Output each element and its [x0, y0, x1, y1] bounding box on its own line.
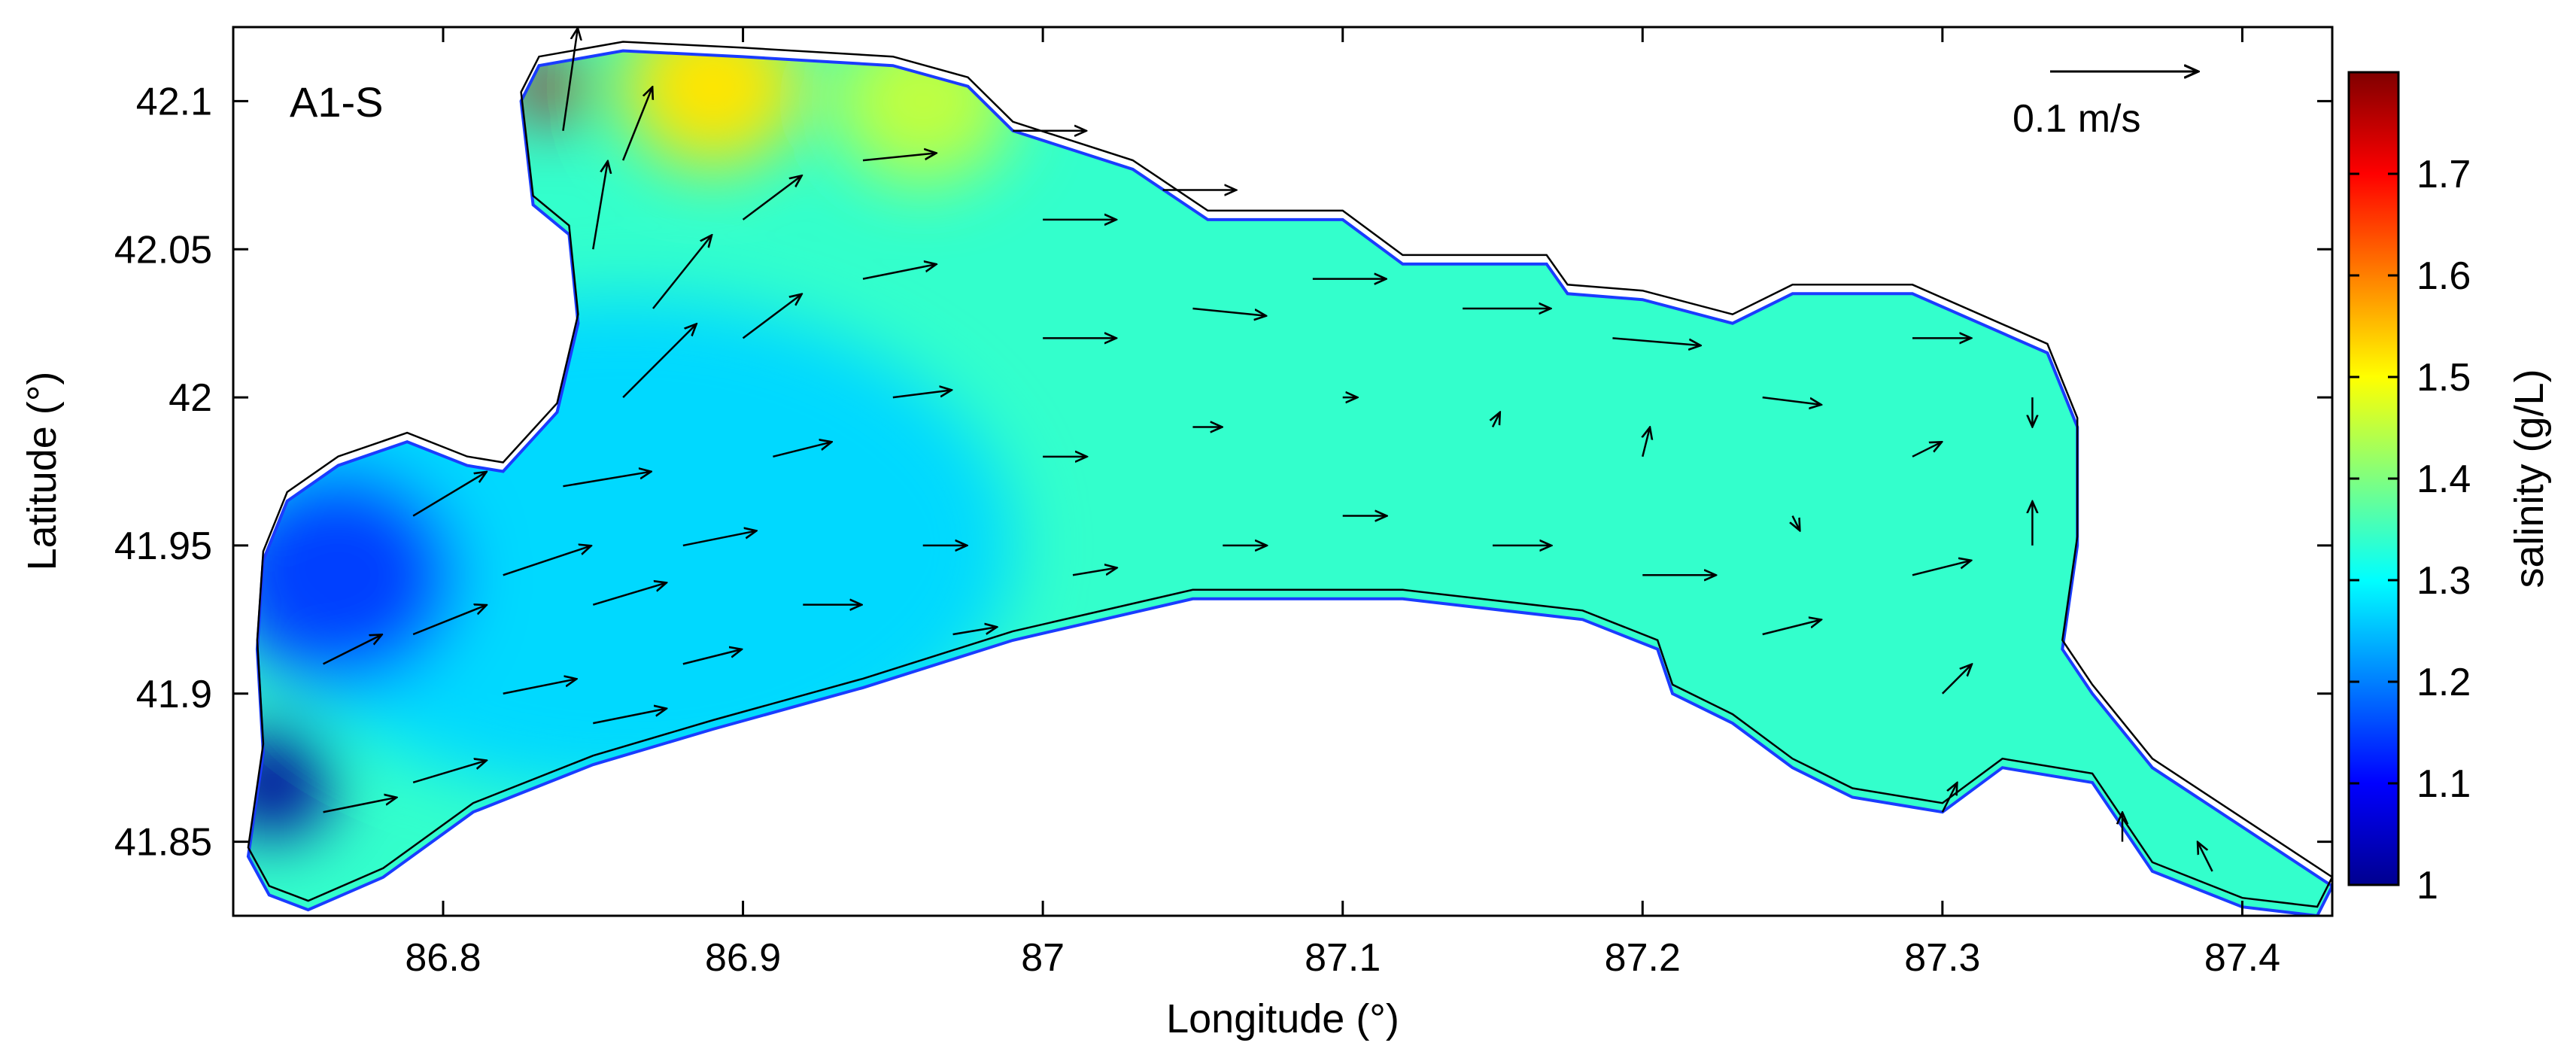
salinity-hotspot — [248, 728, 333, 837]
velocity-arrow — [1912, 561, 1971, 576]
velocity-arrow — [1612, 337, 1700, 345]
velocity-arrow — [862, 153, 937, 162]
velocity-arrow — [1941, 783, 1958, 813]
velocity-vectors — [323, 28, 2213, 872]
colorbar-title: salinity (g/L) — [2507, 369, 2552, 588]
colorbar-tick-label: 1.4 — [2417, 458, 2471, 501]
y-tick-label: 42.05 — [114, 228, 212, 272]
colorbar-tick-label: 1.2 — [2417, 661, 2471, 704]
velocity-arrow — [592, 161, 608, 250]
velocity-arrow — [742, 294, 802, 339]
velocity-arrow — [1793, 515, 1800, 531]
velocity-arrow — [2198, 842, 2213, 872]
velocity-arrow — [323, 798, 396, 813]
velocity-arrow — [412, 761, 487, 784]
panel-label: A1-S — [290, 78, 384, 126]
colorbar-tick-label: 1.5 — [2417, 356, 2471, 400]
x-axis-title: Longitude (°) — [1166, 996, 1399, 1041]
x-tick-label: 86.8 — [405, 936, 481, 980]
velocity-arrow — [503, 546, 591, 576]
colorbar-tick-label: 1.3 — [2417, 559, 2471, 603]
velocity-arrow — [1192, 307, 1266, 316]
y-tick-label: 42.1 — [136, 80, 212, 123]
velocity-arrow — [503, 679, 577, 695]
lake-salinity-field — [248, 50, 2332, 916]
coastline-line — [247, 41, 2332, 908]
y-tick-label: 41.9 — [136, 673, 212, 716]
x-tick-label: 87.2 — [1605, 936, 1681, 980]
lake-edge — [246, 49, 2332, 916]
reference-vector: 0.1 m/s — [2012, 71, 2198, 141]
velocity-arrow — [592, 582, 667, 606]
velocity-arrow — [862, 264, 937, 280]
velocity-arrow — [1941, 664, 1972, 695]
velocity-arrow — [562, 28, 578, 131]
y-tick-label: 41.85 — [114, 821, 212, 865]
velocity-arrow — [621, 87, 652, 161]
velocity-arrow — [1762, 396, 1821, 405]
x-tick-label: 86.9 — [705, 936, 781, 980]
velocity-arrow — [323, 634, 382, 665]
velocity-arrow — [412, 472, 487, 517]
x-axis: 86.8 86.9 87 87.1 87.2 87.3 87.4 — [405, 27, 2280, 980]
salinity-hotspot — [248, 467, 458, 683]
colorbar-ticks: 1 1.1 1.2 1.3 1.4 1.5 1.6 1.7 — [2349, 153, 2471, 907]
plot-area — [246, 5, 2332, 916]
plot-frame — [232, 26, 2334, 917]
x-tick-label: 87 — [1021, 936, 1065, 980]
velocity-arrow — [622, 324, 697, 398]
salinity-hotspot — [623, 50, 803, 168]
y-axis-title: Latitude (°) — [20, 372, 65, 571]
coastline — [246, 41, 2332, 916]
velocity-arrow — [773, 442, 831, 458]
colorbar-tick-label: 1.1 — [2417, 762, 2471, 806]
velocity-arrow — [652, 235, 712, 309]
velocity-arrow — [1642, 427, 1650, 458]
y-tick-label: 41.95 — [114, 524, 212, 568]
velocity-arrow — [1912, 442, 1942, 458]
x-tick-label: 87.4 — [2204, 936, 2280, 980]
velocity-arrow — [742, 175, 802, 220]
velocity-arrow — [682, 649, 742, 665]
velocity-arrow — [412, 605, 487, 636]
salinity-hotspot — [833, 50, 1013, 183]
colorbar: 1 1.1 1.2 1.3 1.4 1.5 1.6 1.7 salinity (g/L) — [2347, 71, 2552, 907]
velocity-arrow — [593, 709, 667, 725]
y-tick-label: 42 — [169, 376, 212, 420]
velocity-arrow — [1493, 412, 1500, 428]
colorbar-tick-label: 1.6 — [2417, 254, 2471, 298]
x-tick-label: 87.3 — [1904, 936, 1980, 980]
colorbar-tick-label: 1 — [2417, 864, 2438, 907]
velocity-arrow — [682, 530, 757, 547]
x-tick-label: 87.1 — [1305, 936, 1381, 980]
reference-vector-label: 0.1 m/s — [2012, 97, 2141, 141]
y-axis: 41.85 41.9 41.95 42 42.05 42.1 — [114, 80, 2332, 865]
velocity-arrow — [563, 472, 651, 488]
velocity-arrow — [952, 627, 998, 636]
velocity-arrow — [892, 390, 952, 399]
colorbar-tick-label: 1.7 — [2417, 153, 2471, 196]
velocity-arrow — [1762, 620, 1821, 636]
velocity-arrow — [1072, 568, 1117, 576]
